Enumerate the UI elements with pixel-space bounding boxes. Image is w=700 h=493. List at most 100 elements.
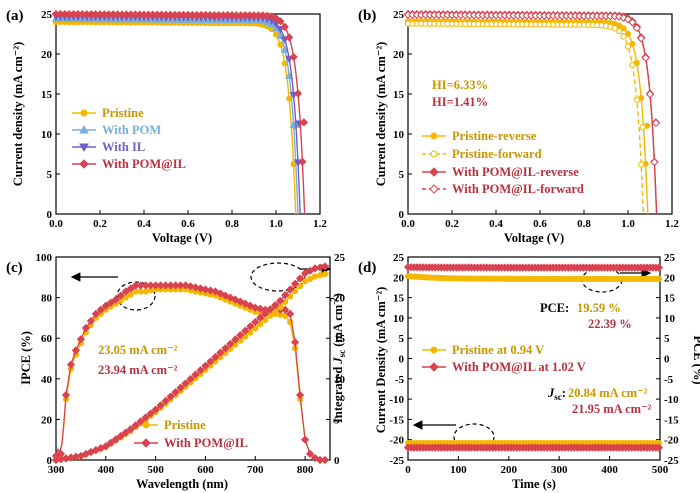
panel-d-xtick-label-3: 300	[551, 464, 568, 476]
panel-c-jsc-series-1-point	[126, 425, 135, 434]
panel-a-series-3-point	[298, 157, 307, 166]
panel-c-ipce-series-0-point	[132, 288, 139, 295]
panel-a-ytick-label-4: 20	[41, 49, 53, 61]
panel-b-xlabel: Voltage (V)	[504, 231, 564, 245]
panel-c-jsc-series-1-point	[296, 274, 305, 283]
panel-c-ytick-label-2: 40	[41, 374, 53, 386]
panel-c-ipce-series-1-point	[101, 301, 110, 310]
panel-a-ytick-label-2: 10	[41, 129, 53, 141]
panel-c-xtick-label-5: 800	[297, 464, 314, 476]
panel-b-series-1-point	[616, 28, 623, 35]
panel-a-series-3-point	[280, 22, 289, 31]
panel-c-ipce-series-0-point	[127, 291, 134, 298]
panel-b-series-1-point	[611, 25, 618, 32]
panel-c-ipce-series-1-point	[221, 291, 230, 300]
panel-c-label: (c)	[6, 260, 23, 276]
panel-c-ylabel: IPCE (%)	[19, 331, 33, 385]
panel-d-ytick-label-4: -5	[395, 374, 405, 386]
panel-c-jsc-series-1-point	[136, 417, 145, 426]
panel-c-xtick-label-1: 400	[98, 464, 115, 476]
panel-c-ytick-right-label-3: 15	[334, 333, 346, 345]
panel-b-legend-item-0: Pristine-reverse	[422, 129, 537, 143]
panel-b-series-1-point	[633, 96, 640, 103]
panel-b-ytick-label-4: 20	[393, 49, 405, 61]
panel-c-legend-label-0: Pristine	[164, 418, 206, 432]
panel-a-ytick-label-5: 25	[41, 9, 53, 21]
panel-c-ipce-series-1-point	[126, 284, 135, 293]
panel-c-jsc-series-1-point	[161, 396, 170, 405]
panel-c-ipce-series-1-point	[231, 295, 240, 304]
panel-b-series-3-point	[650, 157, 659, 167]
panel-d-ylabel: Current Density (mA cm⁻²)	[374, 287, 388, 434]
panel-c-ipce-series-1-point	[91, 309, 100, 318]
panel-c-ipce-series-1-point	[76, 335, 86, 344]
panel-c-xtick-label-4: 700	[247, 464, 264, 476]
panel-d-ytick-right-label-5: 0	[664, 354, 670, 366]
panel-d-ytick-label-7: 10	[393, 313, 405, 325]
panel-b-legend: Pristine-reverse Pristine-forward With P…	[422, 129, 584, 196]
panel-c-axes: 300 400 500 600 700 800 0 20 40 60 80 100 0 5 10 15 20 25	[36, 252, 346, 476]
panel-d-ytick-label-3: -10	[389, 394, 404, 406]
panel-d-ytick-right-label-2: -15	[664, 414, 679, 426]
panel-b-xtick-label-0: 0.0	[401, 218, 415, 230]
panel-c-ipce-series-1-point	[86, 316, 95, 326]
panel-a-series-1-line	[56, 18, 299, 215]
panel-a: (a) Current density (mA cm⁻²) Voltage (V…	[6, 8, 212, 245]
panel-c-jsc-series-1-point	[156, 401, 165, 410]
panel-c-jsc-series-1-point	[241, 326, 250, 335]
panel-c-ipce-series-0-point	[142, 288, 149, 295]
panel-c-jsc-series-1-point	[211, 352, 220, 362]
panel-c-ytick-label-0: 0	[47, 455, 53, 467]
panel-d-legend: Pristine at 0.94 V With POM@IL at 1.02 V	[422, 343, 586, 374]
panel-d-pce-pomil: 22.39 %	[588, 317, 632, 331]
panel-a-legend-item-2: With IL	[72, 140, 145, 154]
panel-c-jsc-series-1-point	[320, 262, 330, 271]
panel-b-series-1-point	[629, 61, 636, 69]
panel-a-series-3-point	[299, 118, 309, 127]
panel-d-ytick-right-label-1: -20	[664, 435, 679, 447]
panel-b-ytick-label-5: 25	[393, 9, 405, 21]
panel-c-jsc-series-0-point	[301, 278, 309, 285]
panel-c-legend-item-1: With POM@IL	[134, 436, 248, 450]
panel-c-frame	[55, 256, 331, 461]
panel-c-jsc-series-1-point	[231, 335, 240, 344]
panel-d-legend-item-1: With POM@IL at 1.02 V	[422, 360, 586, 374]
panel-a-series-3-point	[276, 17, 285, 26]
panel-c-ipce-series-1-point	[286, 309, 295, 318]
panel-b-legend-item-3: With POM@IL-forward	[422, 182, 584, 196]
panel-c-ytick-right-label-5: 25	[334, 252, 346, 264]
panel-a-legend-item-3: With POM@IL	[72, 157, 186, 171]
panel-c-jsc-series-0-point	[297, 283, 304, 290]
panel-a-legend-label-0: Pristine	[102, 106, 144, 120]
panel-a-legend-label-1: With POM	[102, 123, 161, 137]
panel-d-ytick-right-label-10: 25	[664, 252, 676, 264]
panel-d-ytick-right-label-4: -5	[664, 374, 674, 386]
panel-b-legend-label-1: Pristine-forward	[452, 147, 542, 161]
panel-d-legend-label-0: Pristine at 0.94 V	[452, 343, 544, 357]
panel-b-series-1-point	[620, 33, 627, 40]
panel-c-ipce-series-1-point	[81, 323, 90, 333]
panel-c: (c) IPCE (%) Integrated Jsc (mA cm-2) Wa…	[6, 260, 347, 491]
panel-d-pce-label: PCE:	[540, 301, 569, 315]
panel-b-ytick-label-2: 10	[393, 129, 405, 141]
panel-b-series-3-point	[645, 90, 655, 99]
panel-c-jsc-series-1-point	[141, 413, 150, 422]
panel-a-legend-label-2: With IL	[102, 140, 145, 154]
panel-b-xtick-label-3: 0.6	[533, 218, 547, 230]
panel-c-jsc-pomil: 23.94 mA cm⁻²	[98, 363, 178, 377]
panel-c-jsc-series-1-point	[176, 383, 185, 392]
panel-b-xtick-label-5: 1.0	[621, 218, 635, 230]
panel-b-series-3-point	[632, 23, 641, 33]
panel-d-xtick-label-2: 200	[501, 464, 518, 476]
panel-a-series-0-point	[272, 31, 280, 38]
panel-c-jsc-series-1-point	[251, 317, 260, 327]
panel-c-xtick-label-3: 600	[197, 464, 214, 476]
panel-b-series-0-point	[620, 25, 627, 32]
panel-d-ytick-label-9: 20	[393, 272, 405, 284]
panel-b-series-1-point	[639, 124, 646, 131]
panel-b-series-1-point	[638, 161, 645, 168]
panel-c-ytick-right-label-0: 0	[334, 455, 340, 467]
panel-c-jsc-series-1-point	[266, 305, 275, 314]
panel-a-axes: 0.0 0.2 0.4 0.6 0.8 1.0 1.2 0 5 10 15 20 25	[41, 9, 327, 230]
panel-b-legend-item-1: Pristine-forward	[422, 147, 542, 161]
